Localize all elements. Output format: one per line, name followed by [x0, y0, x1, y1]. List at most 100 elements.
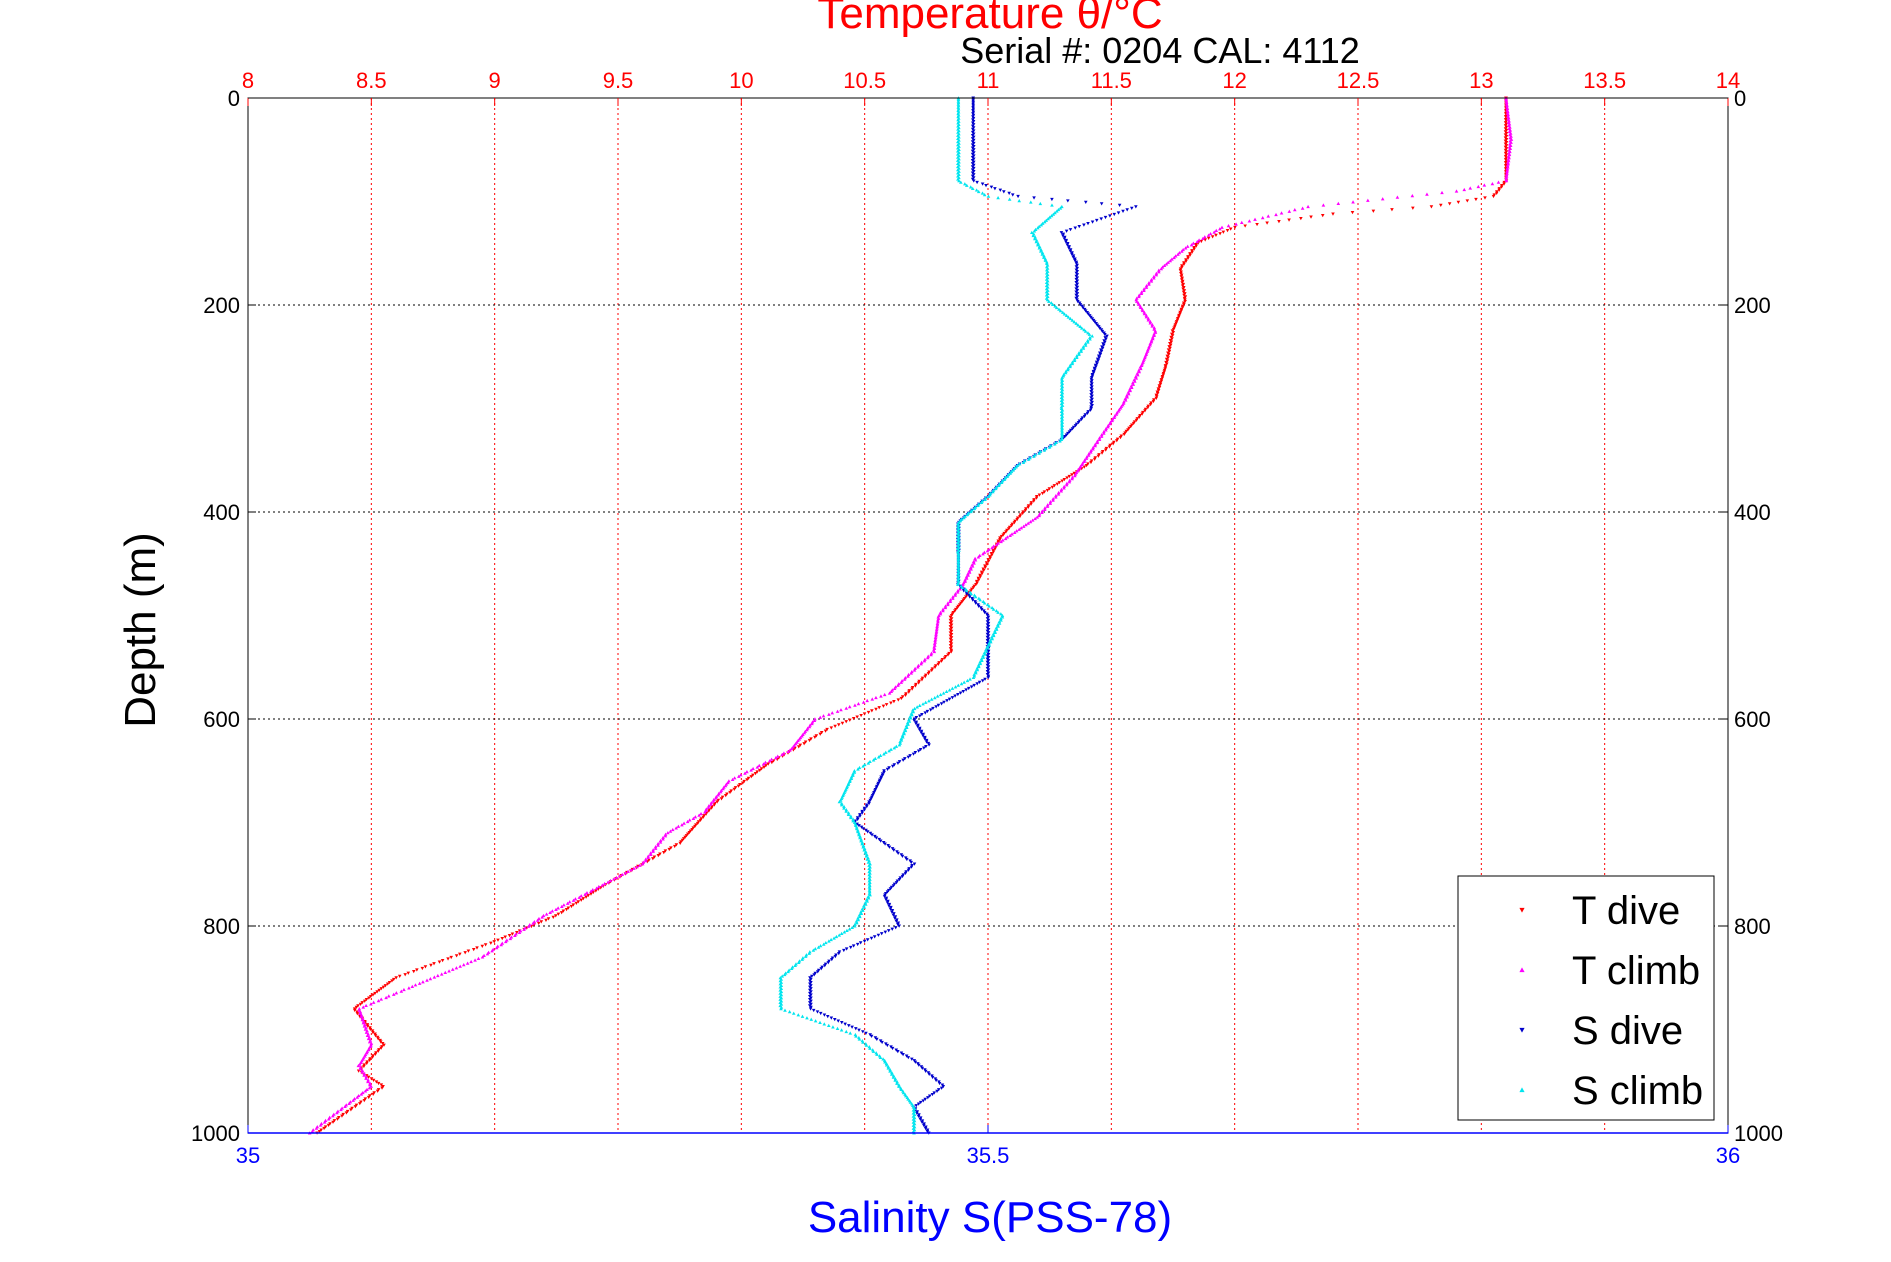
- data-point: [1066, 366, 1070, 370]
- data-point: [956, 107, 961, 111]
- data-point: [658, 838, 663, 843]
- data-point: [566, 906, 571, 910]
- data-point: [612, 877, 616, 881]
- data-point: [869, 936, 874, 940]
- data-point: [912, 706, 917, 711]
- data-point: [1150, 324, 1155, 328]
- data-point: [1190, 250, 1194, 254]
- data-point: [896, 1049, 900, 1054]
- data-point: [1140, 307, 1145, 311]
- data-point: [935, 626, 939, 630]
- data-point: [890, 1046, 895, 1051]
- data-point: [855, 822, 859, 826]
- data-point: [1026, 457, 1031, 461]
- data-point: [901, 1053, 905, 1057]
- data-point: [996, 623, 1000, 627]
- data-point: [1060, 204, 1064, 209]
- data-point: [709, 806, 714, 810]
- data-point: [1148, 321, 1153, 325]
- data-point: [1037, 513, 1042, 518]
- data-point: [1504, 97, 1509, 101]
- data-point: [1137, 415, 1142, 419]
- data-point: [364, 1075, 369, 1079]
- data-point: [1059, 487, 1064, 492]
- depth-tick-label-left: 0: [228, 86, 240, 111]
- data-point: [906, 868, 911, 872]
- data-point: [1056, 490, 1061, 495]
- data-point: [614, 875, 619, 880]
- data-point: [1117, 203, 1122, 207]
- data-point: [718, 790, 723, 794]
- data-point: [1084, 456, 1089, 460]
- data-point: [988, 493, 992, 497]
- data-point: [903, 871, 908, 876]
- data-point: [385, 982, 390, 986]
- data-point: [948, 598, 953, 602]
- data-point: [1496, 180, 1501, 184]
- data-point: [1036, 226, 1040, 230]
- data-point: [1007, 527, 1011, 531]
- data-point: [617, 874, 622, 878]
- data-point: [910, 687, 914, 691]
- data-point: [861, 845, 865, 849]
- data-point: [1001, 538, 1005, 542]
- data-point: [819, 967, 824, 971]
- data-point: [929, 668, 934, 673]
- data-point: [971, 179, 976, 183]
- data-point: [757, 768, 762, 773]
- data-point: [413, 983, 418, 987]
- data-point: [1070, 475, 1075, 479]
- data-point: [803, 954, 808, 958]
- data-point: [956, 554, 961, 558]
- data-point: [1037, 244, 1042, 248]
- data-point: [1087, 332, 1092, 336]
- data-point: [1201, 236, 1205, 240]
- data-point: [866, 761, 871, 765]
- data-point: [1017, 527, 1021, 531]
- data-point: [900, 874, 905, 879]
- data-point: [1066, 199, 1070, 203]
- data-point: [956, 568, 961, 572]
- data-point: [1233, 225, 1237, 230]
- data-point: [982, 550, 987, 554]
- data-point: [834, 934, 839, 939]
- data-point: [857, 824, 861, 828]
- data-point: [432, 962, 436, 966]
- data-point: [1504, 175, 1509, 180]
- data-point: [895, 1081, 899, 1085]
- data-point: [1152, 332, 1156, 336]
- data-point: [546, 917, 551, 921]
- data-point: [862, 762, 867, 767]
- data-point: [314, 1126, 319, 1130]
- data-point: [842, 930, 847, 934]
- data-point: [674, 826, 678, 830]
- data-point: [866, 710, 871, 715]
- data-point: [839, 803, 844, 807]
- data-point: [1395, 195, 1400, 199]
- data-point: [1081, 346, 1086, 350]
- data-point: [884, 898, 888, 902]
- data-point: [1068, 364, 1072, 369]
- data-point: [489, 941, 493, 945]
- data-point: [1247, 219, 1252, 223]
- data-point: [826, 961, 831, 965]
- data-point: [891, 1073, 896, 1078]
- data-point: [559, 911, 564, 915]
- data-point: [1300, 206, 1305, 210]
- data-point: [807, 951, 812, 955]
- data-point: [437, 960, 442, 964]
- data-point: [915, 705, 919, 709]
- data-point: [1092, 457, 1097, 462]
- data-point: [536, 921, 541, 926]
- data-point: [899, 736, 904, 741]
- data-point: [848, 1031, 853, 1035]
- data-point: [1149, 338, 1154, 342]
- data-point: [361, 1019, 366, 1023]
- data-point: [1106, 423, 1111, 427]
- data-point: [361, 1021, 366, 1025]
- data-point: [663, 832, 668, 836]
- data-point: [1476, 184, 1481, 189]
- data-point: [1050, 197, 1054, 202]
- data-point: [926, 672, 931, 676]
- data-point: [1040, 250, 1045, 255]
